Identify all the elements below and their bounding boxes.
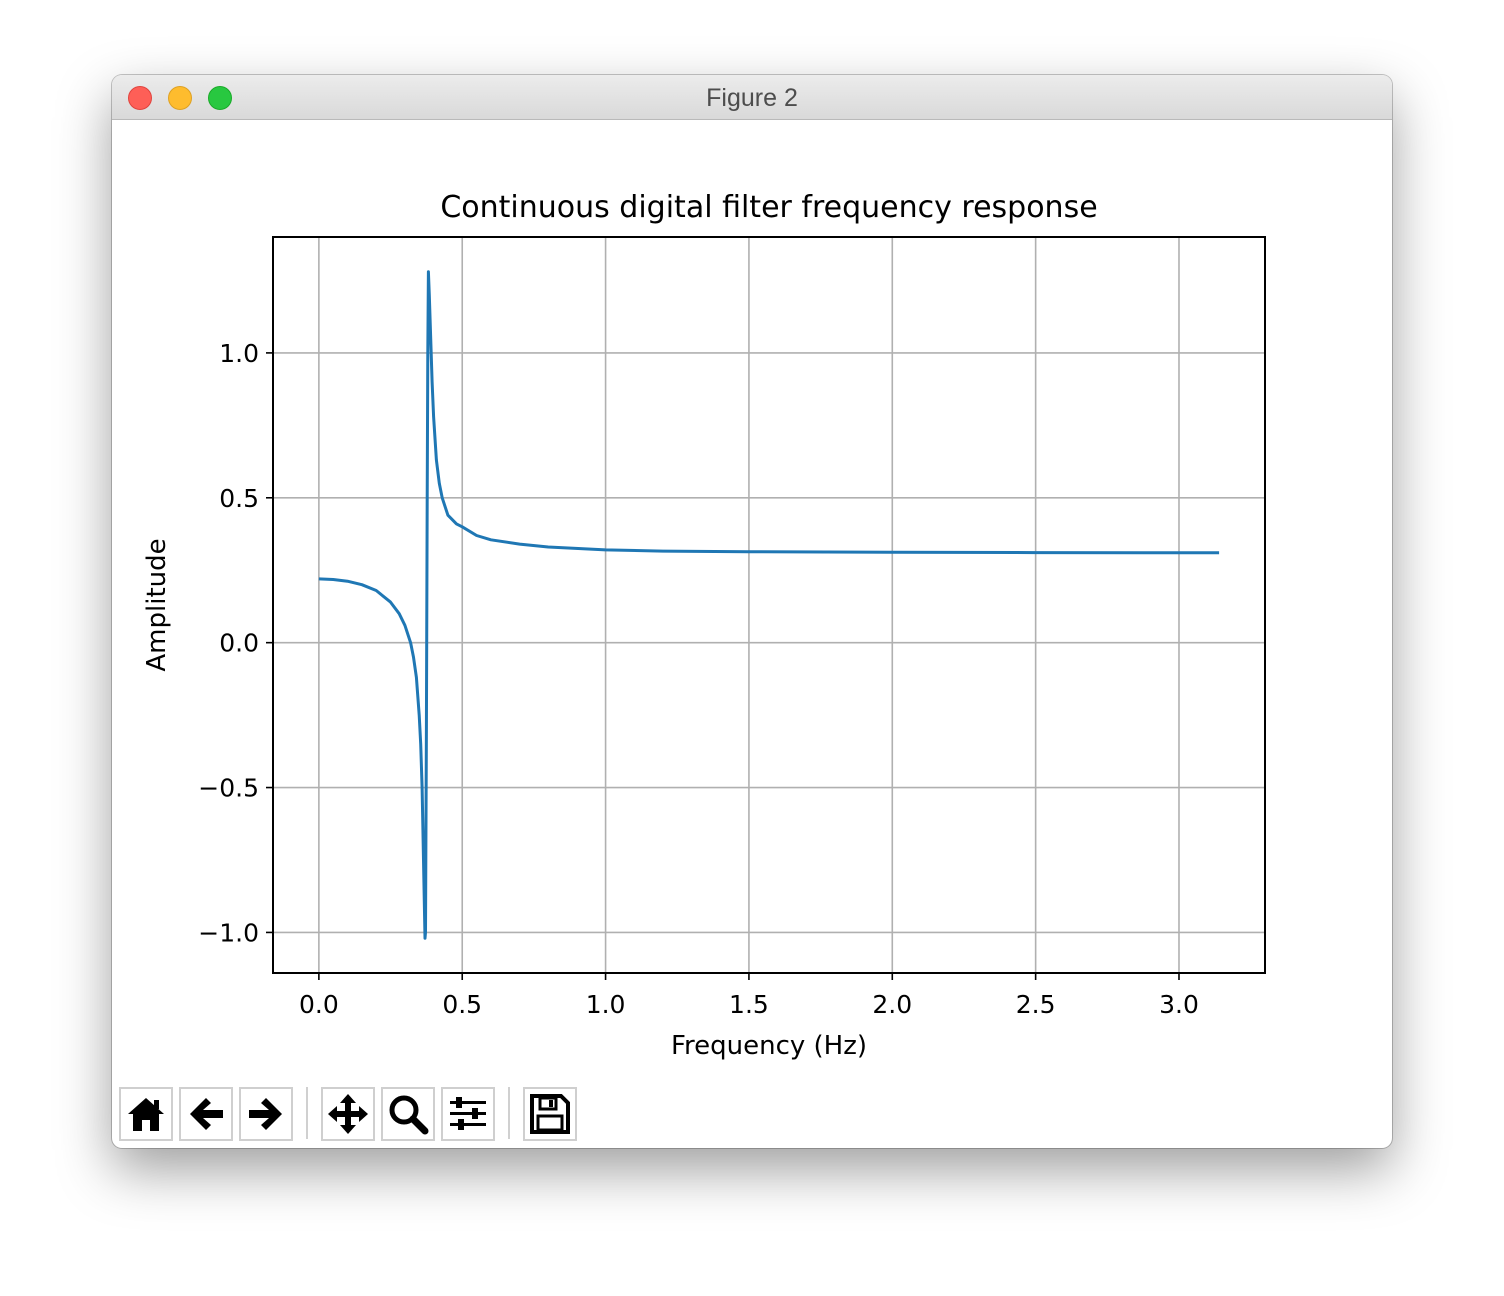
response-line <box>318 270 1220 940</box>
configure-subplots-button[interactable] <box>441 1087 495 1141</box>
home-button[interactable] <box>119 1087 173 1141</box>
zoom-button[interactable] <box>381 1087 435 1141</box>
grid-lines <box>273 237 1265 973</box>
x-tick-label: 3.0 <box>1159 990 1199 1019</box>
floppy-disk-icon <box>530 1094 570 1134</box>
axis-ticks: 0.0 0.5 1.0 1.5 2.0 2.5 3.0 −1.0 −0.5 0.0 0.5 1.0 <box>198 339 1199 1019</box>
chart-title: Continuous digital filter frequency resp… <box>440 190 1097 225</box>
plot-frame <box>272 236 1266 974</box>
arrow-left-icon <box>190 1098 223 1130</box>
close-button[interactable] <box>128 86 152 110</box>
x-tick-label: 2.0 <box>872 990 912 1019</box>
figure-window: Figure 2 0.0 0.5 1.0 1.5 2.0 2.5 3.0 −1.0 −0.5 0.… <box>112 75 1392 1148</box>
x-tick-label: 1.0 <box>586 990 626 1019</box>
forward-button[interactable] <box>239 1087 293 1141</box>
y-tick-label: −0.5 <box>198 774 259 803</box>
magnifier-icon <box>389 1095 429 1135</box>
back-button[interactable] <box>179 1087 233 1141</box>
y-tick-label: 1.0 <box>219 339 259 368</box>
window-title: Figure 2 <box>706 84 798 112</box>
x-tick-label: 0.0 <box>299 990 339 1019</box>
move-icon <box>328 1094 368 1134</box>
sliders-icon <box>450 1097 486 1130</box>
y-tick-label: 0.5 <box>219 484 259 513</box>
toolbar-separator <box>306 1087 308 1139</box>
save-button[interactable] <box>523 1087 577 1141</box>
navigation-toolbar <box>112 1084 1392 1148</box>
x-axis-label: Frequency (Hz) <box>671 1031 867 1061</box>
figure-canvas[interactable]: 0.0 0.5 1.0 1.5 2.0 2.5 3.0 −1.0 −0.5 0.0 0.5 1.0 C… <box>112 120 1392 1080</box>
maximize-button[interactable] <box>208 86 232 110</box>
x-tick-label: 2.5 <box>1016 990 1056 1019</box>
x-tick-label: 1.5 <box>729 990 769 1019</box>
toolbar-separator <box>508 1087 510 1139</box>
y-tick-label: 0.0 <box>219 629 259 658</box>
y-axis-label: Amplitude <box>142 538 172 671</box>
title-bar[interactable]: Figure 2 <box>112 75 1392 120</box>
home-icon <box>128 1098 164 1131</box>
arrow-right-icon <box>249 1098 282 1130</box>
minimize-button[interactable] <box>168 86 192 110</box>
x-tick-label: 0.5 <box>442 990 482 1019</box>
pan-button[interactable] <box>321 1087 375 1141</box>
y-tick-label: −1.0 <box>198 918 259 947</box>
